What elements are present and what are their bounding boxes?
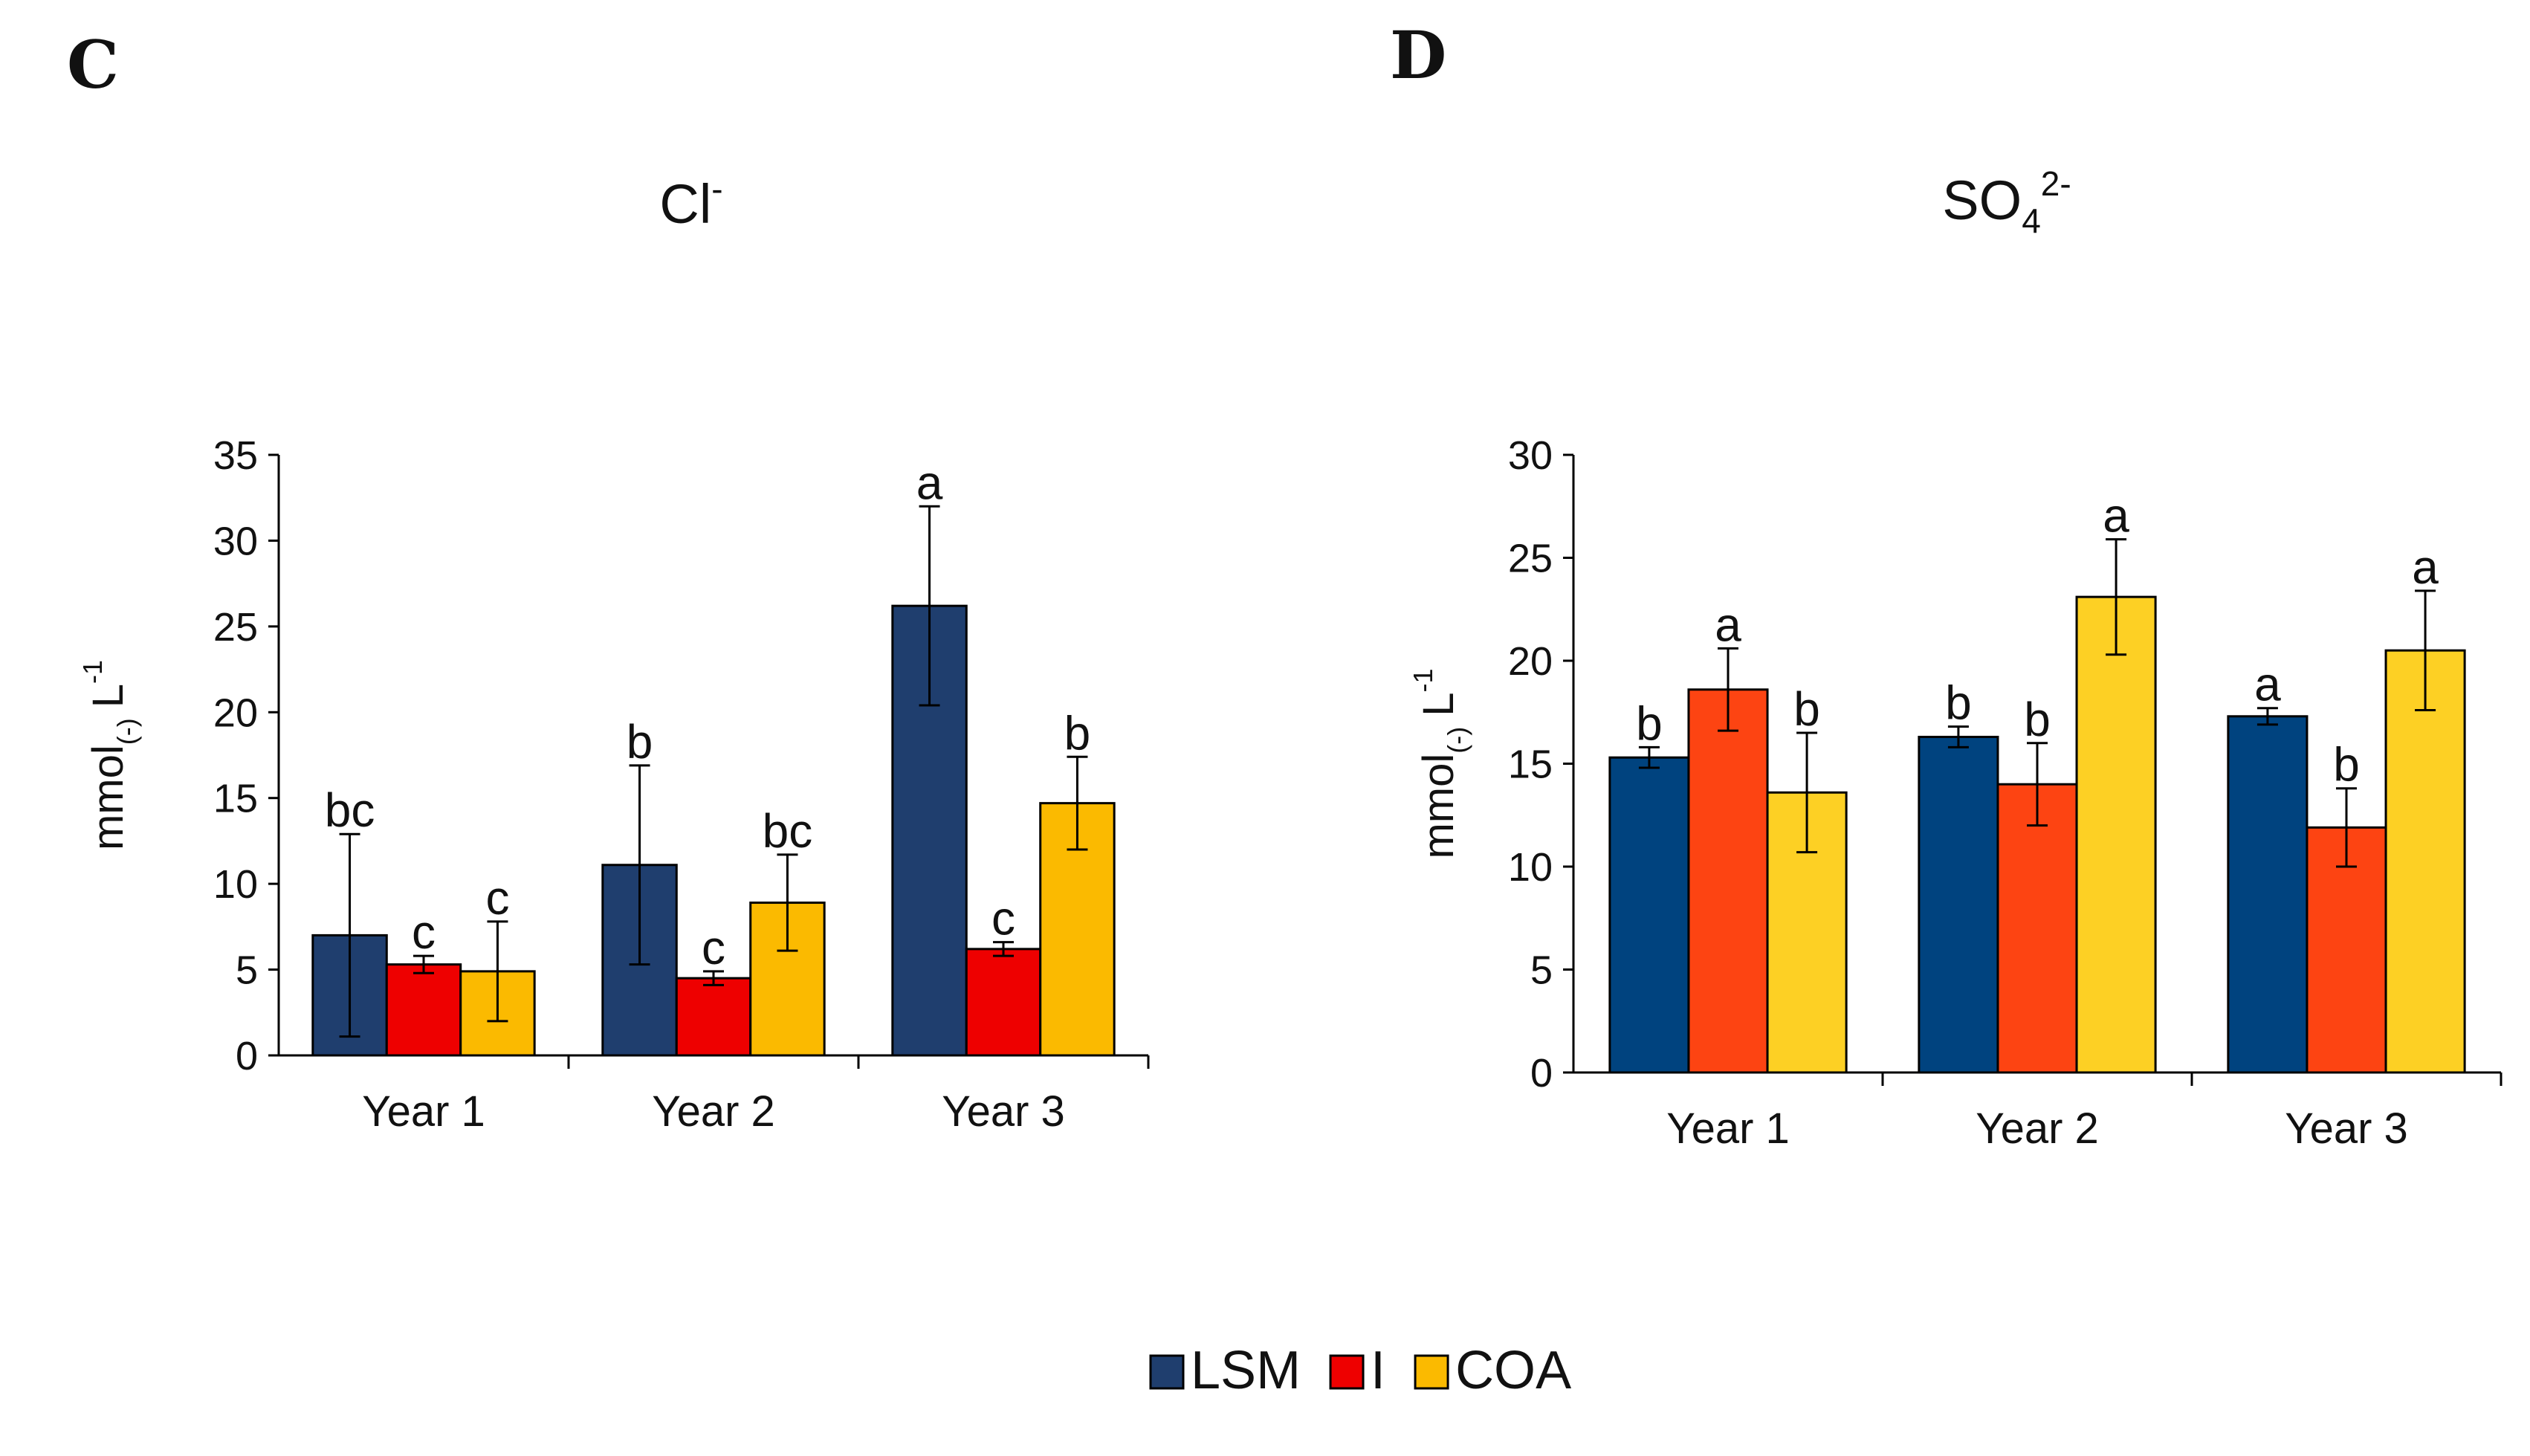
ylabel-superscript: -1 (77, 660, 108, 684)
ylabel-main: mmol (84, 745, 132, 850)
significance-letter: b (2024, 693, 2051, 746)
bar-i (1687, 688, 1769, 1074)
bar-coa (2384, 649, 2466, 1074)
significance-letter: c (412, 905, 436, 959)
significance-letter: a (2412, 540, 2439, 594)
y-tick-label: 30 (1508, 433, 1553, 478)
y-tick-label: 5 (1530, 948, 1553, 993)
y-tick-label: 0 (236, 1034, 258, 1078)
title-subscript: 4 (2022, 201, 2041, 240)
title-main: SO (1942, 169, 2022, 231)
significance-letter: a (1715, 598, 1741, 651)
significance-letter: bc (325, 783, 375, 837)
significance-letter: a (2103, 489, 2129, 543)
chart-title: Cl- (659, 169, 722, 235)
y-tick-label: 0 (1530, 1051, 1553, 1096)
x-category-label: Year 1 (1666, 1104, 1790, 1153)
significance-letter: b (1064, 706, 1091, 760)
significance-letter: a (916, 456, 943, 509)
legend-swatch-i (1329, 1354, 1365, 1390)
significance-letter: c (485, 871, 509, 925)
ylabel-subscript: (-) (111, 718, 142, 745)
bar-coa (2075, 595, 2157, 1074)
y-tick-label: 5 (236, 948, 258, 993)
title-superscript: 2- (2041, 164, 2071, 203)
ylabel-unit: L (84, 684, 132, 708)
bar-i (2306, 826, 2387, 1074)
significance-letter: b (1945, 676, 1972, 730)
y-tick-label: 15 (1508, 742, 1553, 787)
y-tick-label: 10 (1508, 845, 1553, 890)
title-superscript: - (711, 169, 722, 208)
title-main: Cl (659, 173, 711, 235)
bar-lsm (1918, 735, 1999, 1074)
x-category-label: Year 2 (652, 1087, 775, 1136)
legend-swatch-coa (1414, 1354, 1449, 1390)
legend-swatch-lsm (1149, 1354, 1185, 1390)
legend-label: LSM (1191, 1341, 1301, 1400)
ylabel-main: mmol (1414, 754, 1463, 859)
x-category-label: Year 3 (942, 1087, 1065, 1136)
bar-i (965, 948, 1042, 1057)
significance-letter: b (2333, 738, 2360, 792)
ylabel-superscript: -1 (1408, 668, 1438, 692)
bar-lsm (2227, 715, 2309, 1074)
bar-i (385, 963, 462, 1057)
legend-label: COA (1455, 1341, 1571, 1400)
panel-letter: C (67, 26, 119, 103)
bar-lsm (1608, 756, 1690, 1074)
bar-i (675, 977, 752, 1057)
y-axis-label: mmol(-) L-1 (77, 660, 142, 850)
ylabel-subscript: (-) (1442, 727, 1472, 754)
ylabel-unit: L (1414, 693, 1463, 716)
bar-i (1996, 783, 2078, 1074)
y-tick-label: 25 (213, 605, 258, 650)
significance-letter: bc (763, 804, 813, 858)
significance-letter: a (2254, 658, 2281, 711)
y-tick-label: 10 (213, 862, 258, 907)
y-axis-label: mmol(-) L-1 (1408, 668, 1472, 858)
y-tick-label: 15 (213, 777, 258, 821)
chart-title: SO42- (1942, 164, 2071, 240)
y-tick-label: 20 (213, 690, 258, 735)
significance-letter: b (1636, 696, 1663, 750)
significance-letter: b (627, 715, 653, 769)
panel-letter: D (1390, 16, 1446, 94)
y-tick-label: 25 (1508, 537, 1553, 581)
y-tick-label: 35 (213, 433, 258, 478)
significance-letter: c (991, 892, 1015, 945)
x-category-label: Year 1 (362, 1087, 485, 1136)
y-tick-label: 30 (213, 519, 258, 563)
x-category-label: Year 2 (1976, 1104, 2099, 1153)
x-category-label: Year 3 (2285, 1104, 2408, 1153)
significance-letter: c (702, 921, 725, 974)
y-tick-label: 20 (1508, 639, 1553, 684)
significance-letter: b (1793, 682, 1820, 736)
legend-label: I (1371, 1341, 1385, 1400)
legend: LSM I COA (1149, 1341, 1571, 1400)
